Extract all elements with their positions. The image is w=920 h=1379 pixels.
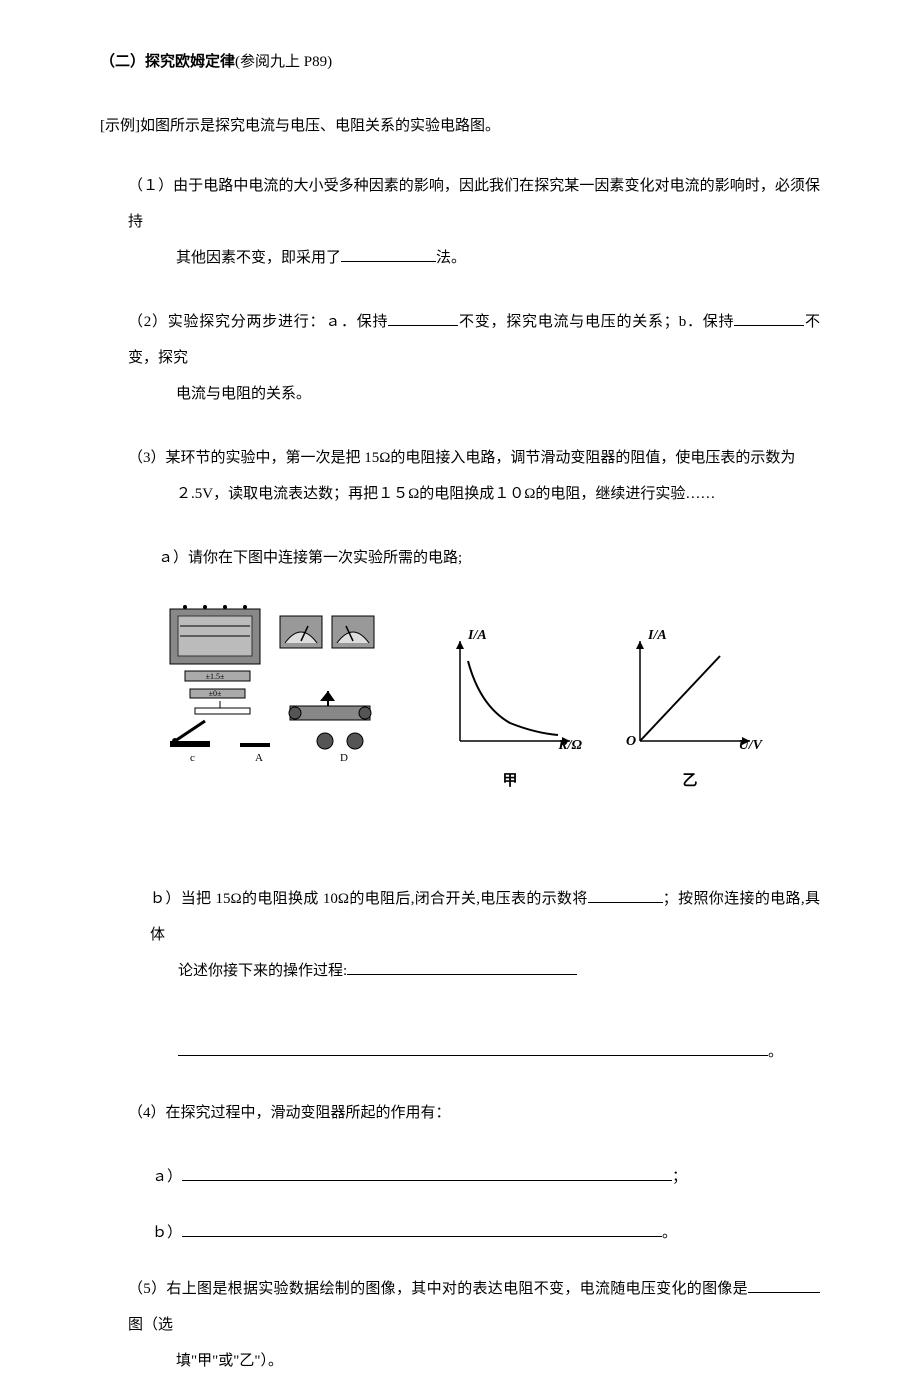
blank-q2a[interactable] <box>388 311 458 326</box>
graph-yi-o: O <box>626 731 636 753</box>
q4b-label: ｂ） <box>152 1225 182 1241</box>
question-5: （5）右上图是根据实验数据绘制的图像，其中对的表达电阻不变，电流随电压变化的图像… <box>100 1271 820 1379</box>
question-3b-line3: 。 <box>100 1034 820 1070</box>
question-3: （3）某环节的实验中，第一次是把 15Ω的电阻接入电路，调节滑动变阻器的阻值，使… <box>100 440 820 512</box>
figures-row: ±1.5± ±0± c A D <box>160 601 820 781</box>
q1-line2: 其他因素不变，即采用了 <box>128 250 341 266</box>
blank-q3b-3[interactable] <box>178 1041 768 1056</box>
q4-label: （4） <box>128 1105 166 1121</box>
blank-q4a[interactable] <box>182 1166 672 1181</box>
q2-t2: 不变，探究电流与电压的关系；b．保持 <box>458 314 734 330</box>
graph-jia: I/A R/Ω 甲 <box>440 621 580 771</box>
section-title: （二）探究欧姆定律 <box>100 54 235 70</box>
question-1: （１）由于电路中电流的大小受多种因素的影响，因此我们在探究某一因素变化对电流的影… <box>100 168 820 276</box>
q2-line2: 电流与电阻的关系。 <box>128 386 311 402</box>
svg-text:D: D <box>340 752 348 764</box>
q1-line1: 由于电路中电流的大小受多种因素的影响，因此我们在探究某一因素变化对电流的影响时，… <box>128 178 820 230</box>
blank-q1[interactable] <box>341 247 436 262</box>
graph-jia-cap: 甲 <box>502 769 517 793</box>
q4b-p: 。 <box>662 1225 677 1241</box>
q1-tail: 法。 <box>436 250 466 266</box>
q3-label: （3） <box>128 450 166 466</box>
q3-line1: 某环节的实验中，第一次是把 15Ω的电阻接入电路，调节滑动变阻器的阻值，使电压表… <box>166 450 796 466</box>
circuit-diagram: ±1.5± ±0± c A D <box>160 601 380 781</box>
svg-text:A: A <box>255 752 263 764</box>
q5-line2: 填"甲"或"乙"）。 <box>128 1353 283 1369</box>
svg-text:±0±: ±0± <box>209 689 222 698</box>
q5-label: （5） <box>128 1281 166 1297</box>
q3-line2: ２.5V，读取电流表达数；再把１５Ω的电阻换成１０Ω的电阻，继续进行实验…… <box>128 486 715 502</box>
question-2: （2）实验探究分两步进行：ａ．保持不变，探究电流与电压的关系；b．保持不变，探究… <box>100 304 820 412</box>
graph-yi-cap: 乙 <box>682 769 697 793</box>
q1-label: （１） <box>128 178 173 194</box>
blank-q3b-2[interactable] <box>347 960 577 975</box>
graph-jia-y: I/A <box>468 625 487 647</box>
q3b-t1: 当把 15Ω的电阻换成 10Ω的电阻后,闭合开关,电压表的示数将 <box>181 891 588 907</box>
svg-text:±1.5±: ±1.5± <box>206 672 225 681</box>
blank-q3b-1[interactable] <box>588 888 663 903</box>
graphs-pair: I/A R/Ω 甲 I/A U/V O 乙 <box>440 621 760 771</box>
q3b-tail: 。 <box>768 1044 783 1060</box>
q4a-label: ａ） <box>152 1169 182 1185</box>
graph-yi: I/A U/V O 乙 <box>620 621 760 771</box>
blank-q5[interactable] <box>748 1278 820 1293</box>
blank-q2b[interactable] <box>734 311 804 326</box>
graph-yi-y: I/A <box>648 625 667 647</box>
question-3a: ａ）请你在下图中连接第一次实验所需的电路; <box>100 540 820 576</box>
svg-text:c: c <box>190 752 195 764</box>
graph-jia-x: R/Ω <box>558 735 582 757</box>
question-4b: ｂ） 。 <box>100 1215 820 1251</box>
q3b-label: ｂ） <box>150 891 181 907</box>
question-3b: ｂ）当把 15Ω的电阻换成 10Ω的电阻后,闭合开关,电压表的示数将；按照你连接… <box>100 881 820 989</box>
q5-t1: 右上图是根据实验数据绘制的图像，其中对的表达电阻不变，电流随电压变化的图像是 <box>166 1281 748 1297</box>
section-ref: (参阅九上 P89) <box>235 54 332 70</box>
circuit-svg: ±1.5± ±0± c A D <box>160 601 380 781</box>
q2-t1: 实验探究分两步进行：ａ．保持 <box>168 314 388 330</box>
blank-q4b[interactable] <box>182 1222 662 1237</box>
q4a-p: ； <box>672 1169 687 1185</box>
question-4a: ａ） ； <box>100 1159 820 1195</box>
graph-yi-x: U/V <box>739 735 762 757</box>
section-header: （二）探究欧姆定律(参阅九上 P89) <box>100 50 820 74</box>
q3b-line2: 论述你接下来的操作过程: <box>150 963 347 979</box>
question-4: （4）在探究过程中，滑动变阻器所起的作用有： <box>100 1095 820 1131</box>
q2-label: （2） <box>128 314 168 330</box>
q4-text: 在探究过程中，滑动变阻器所起的作用有： <box>166 1105 451 1121</box>
q5-t2: 图（选 <box>128 1317 173 1333</box>
intro-text: [示例]如图所示是探究电流与电压、电阻关系的实验电路图。 <box>100 114 820 138</box>
